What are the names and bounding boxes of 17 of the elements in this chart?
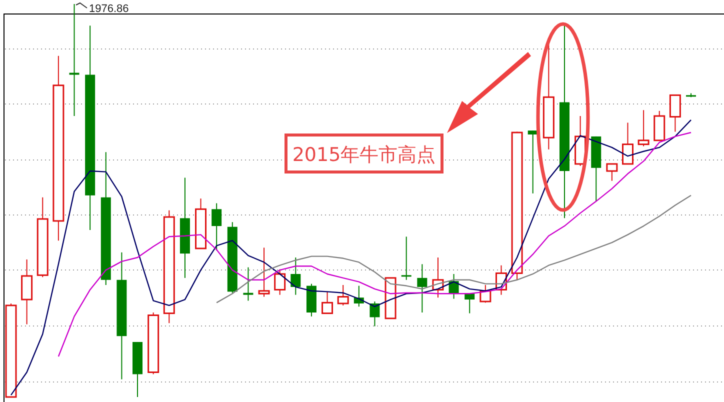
candlestick	[417, 264, 428, 314]
annotation: 1976.86	[89, 3, 129, 15]
annotation: 2015年牛市高点	[292, 144, 436, 166]
candlestick	[638, 110, 650, 147]
candlestick	[401, 236, 412, 280]
candlestick	[21, 258, 33, 325]
candlestick	[258, 247, 270, 298]
candlestick	[606, 163, 618, 182]
candlestick	[622, 122, 634, 165]
candlestick	[290, 256, 301, 296]
candlestick	[243, 266, 254, 302]
candlestick	[212, 202, 222, 251]
candlestick	[337, 284, 349, 306]
candlestick	[669, 94, 681, 132]
candlestick	[274, 268, 286, 296]
candlestick	[464, 293, 475, 314]
candlestick	[322, 291, 334, 314]
